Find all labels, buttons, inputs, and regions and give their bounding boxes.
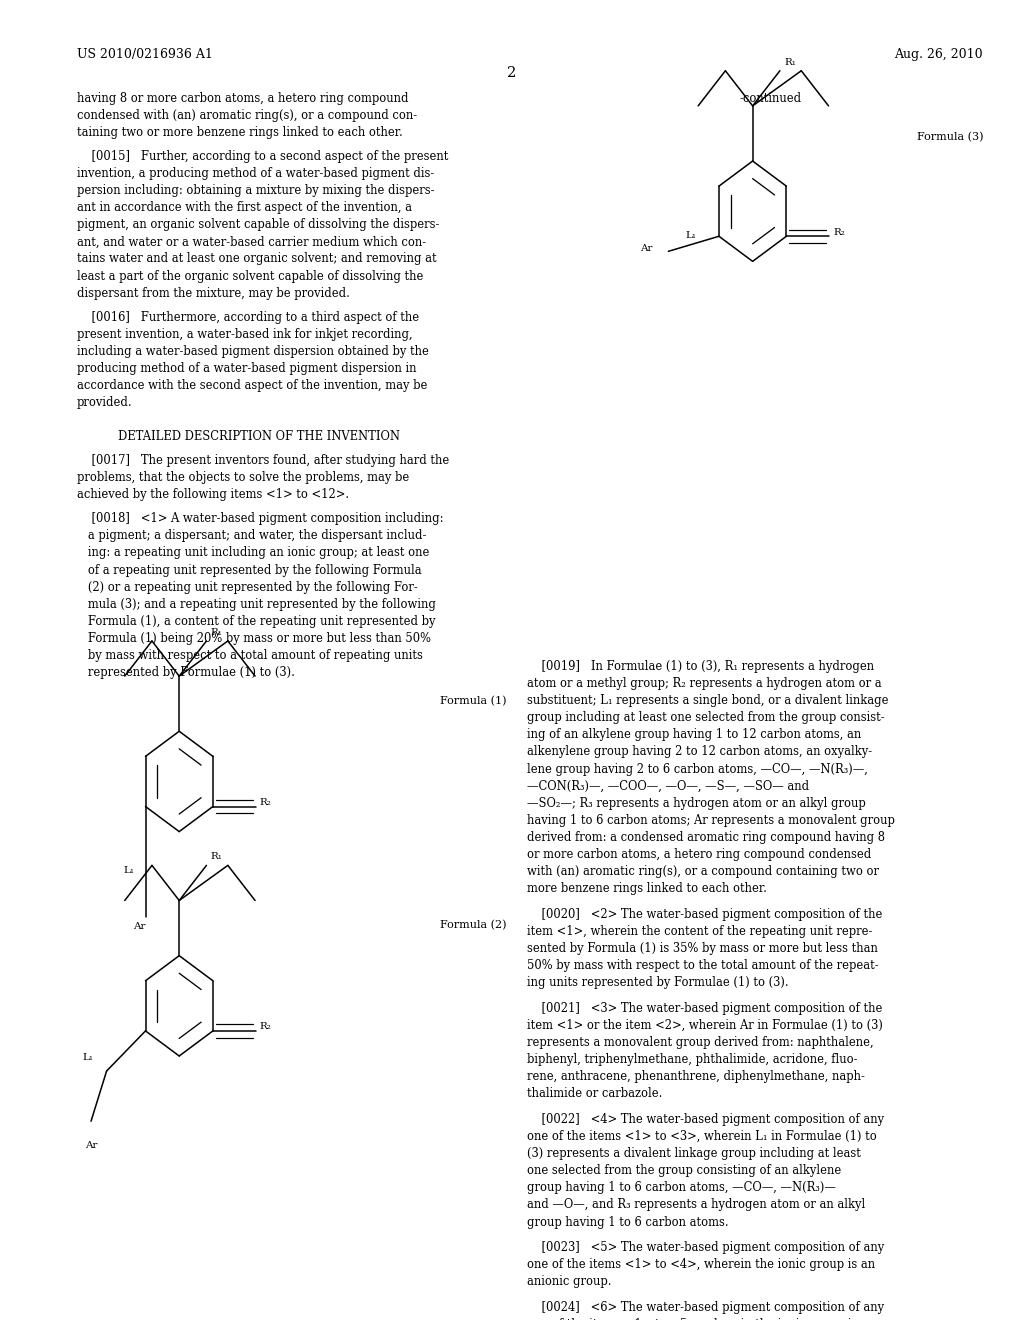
Text: R₂: R₂ <box>834 228 845 236</box>
Text: ing of an alkylene group having 1 to 12 carbon atoms, an: ing of an alkylene group having 1 to 12 … <box>527 729 861 742</box>
Text: [0018]   <1> A water-based pigment composition including:: [0018] <1> A water-based pigment composi… <box>77 512 443 525</box>
Text: Ar: Ar <box>133 923 145 931</box>
Text: by mass with respect to a total amount of repeating units: by mass with respect to a total amount o… <box>77 649 423 663</box>
Text: group having 1 to 6 carbon atoms.: group having 1 to 6 carbon atoms. <box>527 1216 729 1229</box>
Text: Formula (1), a content of the repeating unit represented by: Formula (1), a content of the repeating … <box>77 615 435 628</box>
Text: Ar: Ar <box>640 244 652 253</box>
Text: having 8 or more carbon atoms, a hetero ring compound: having 8 or more carbon atoms, a hetero … <box>77 92 409 104</box>
Text: Formula (3): Formula (3) <box>916 132 983 143</box>
Text: alkenylene group having 2 to 12 carbon atoms, an oxyalky-: alkenylene group having 2 to 12 carbon a… <box>527 746 872 759</box>
Text: ant, and water or a water-based carrier medium which con-: ant, and water or a water-based carrier … <box>77 235 426 248</box>
Text: (3) represents a divalent linkage group including at least: (3) represents a divalent linkage group … <box>527 1147 861 1160</box>
Text: R₂: R₂ <box>260 1023 271 1031</box>
Text: Formula (1) being 20% by mass or more but less than 50%: Formula (1) being 20% by mass or more bu… <box>77 632 431 645</box>
Text: least a part of the organic solvent capable of dissolving the: least a part of the organic solvent capa… <box>77 269 423 282</box>
Text: one of the items <1> to <5>, wherein the ionic group is a: one of the items <1> to <5>, wherein the… <box>527 1319 868 1320</box>
Text: accordance with the second aspect of the invention, may be: accordance with the second aspect of the… <box>77 379 427 392</box>
Text: persion including: obtaining a mixture by mixing the dispers-: persion including: obtaining a mixture b… <box>77 183 434 197</box>
Text: 50% by mass with respect to the total amount of the repeat-: 50% by mass with respect to the total am… <box>527 960 879 972</box>
Text: R₁: R₁ <box>211 853 222 862</box>
Text: [0024]   <6> The water-based pigment composition of any: [0024] <6> The water-based pigment compo… <box>527 1302 885 1313</box>
Text: [0015]   Further, according to a second aspect of the present: [0015] Further, according to a second as… <box>77 150 449 162</box>
Text: having 1 to 6 carbon atoms; Ar represents a monovalent group: having 1 to 6 carbon atoms; Ar represent… <box>527 814 895 826</box>
Text: [0020]   <2> The water-based pigment composition of the: [0020] <2> The water-based pigment compo… <box>527 908 883 921</box>
Text: Aug. 26, 2010: Aug. 26, 2010 <box>894 49 983 61</box>
Text: present invention, a water-based ink for inkjet recording,: present invention, a water-based ink for… <box>77 327 413 341</box>
Text: and —O—, and R₃ represents a hydrogen atom or an alkyl: and —O—, and R₃ represents a hydrogen at… <box>527 1199 865 1212</box>
Text: taining two or more benzene rings linked to each other.: taining two or more benzene rings linked… <box>77 125 402 139</box>
Text: represents a monovalent group derived from: naphthalene,: represents a monovalent group derived fr… <box>527 1036 874 1049</box>
Text: atom or a methyl group; R₂ represents a hydrogen atom or a: atom or a methyl group; R₂ represents a … <box>527 677 882 690</box>
Text: (2) or a repeating unit represented by the following For-: (2) or a repeating unit represented by t… <box>77 581 418 594</box>
Text: producing method of a water-based pigment dispersion in: producing method of a water-based pigmen… <box>77 362 417 375</box>
Text: one selected from the group consisting of an alkylene: one selected from the group consisting o… <box>527 1164 842 1177</box>
Text: L₁: L₁ <box>686 231 697 240</box>
Text: Ar: Ar <box>85 1140 97 1150</box>
Text: provided.: provided. <box>77 396 132 409</box>
Text: —CON(R₃)—, —COO—, —O—, —S—, —SO— and: —CON(R₃)—, —COO—, —O—, —S—, —SO— and <box>527 780 810 792</box>
Text: DETAILED DESCRIPTION OF THE INVENTION: DETAILED DESCRIPTION OF THE INVENTION <box>118 430 399 444</box>
Text: US 2010/0216936 A1: US 2010/0216936 A1 <box>77 49 213 61</box>
Text: —SO₂—; R₃ represents a hydrogen atom or an alkyl group: —SO₂—; R₃ represents a hydrogen atom or … <box>527 797 866 809</box>
Text: of a repeating unit represented by the following Formula: of a repeating unit represented by the f… <box>77 564 422 577</box>
Text: [0021]   <3> The water-based pigment composition of the: [0021] <3> The water-based pigment compo… <box>527 1002 883 1015</box>
Text: including a water-based pigment dispersion obtained by the: including a water-based pigment dispersi… <box>77 345 429 358</box>
Text: anionic group.: anionic group. <box>527 1275 612 1288</box>
Text: biphenyl, triphenylmethane, phthalimide, acridone, fluo-: biphenyl, triphenylmethane, phthalimide,… <box>527 1053 858 1067</box>
Text: more benzene rings linked to each other.: more benzene rings linked to each other. <box>527 882 767 895</box>
Text: lene group having 2 to 6 carbon atoms, —CO—, —N(R₃)—,: lene group having 2 to 6 carbon atoms, —… <box>527 763 868 776</box>
Text: sented by Formula (1) is 35% by mass or more but less than: sented by Formula (1) is 35% by mass or … <box>527 942 879 956</box>
Text: R₁: R₁ <box>784 58 796 67</box>
Text: 2: 2 <box>507 66 517 81</box>
Text: item <1>, wherein the content of the repeating unit repre-: item <1>, wherein the content of the rep… <box>527 925 872 939</box>
Text: rene, anthracene, phenanthrene, diphenylmethane, naph-: rene, anthracene, phenanthrene, diphenyl… <box>527 1071 865 1084</box>
Text: one of the items <1> to <3>, wherein L₁ in Formulae (1) to: one of the items <1> to <3>, wherein L₁ … <box>527 1130 878 1143</box>
Text: tains water and at least one organic solvent; and removing at: tains water and at least one organic sol… <box>77 252 436 265</box>
Text: [0023]   <5> The water-based pigment composition of any: [0023] <5> The water-based pigment compo… <box>527 1241 885 1254</box>
Text: pigment, an organic solvent capable of dissolving the dispers-: pigment, an organic solvent capable of d… <box>77 218 439 231</box>
Text: achieved by the following items <1> to <12>.: achieved by the following items <1> to <… <box>77 488 349 502</box>
Text: -continued: -continued <box>739 92 802 104</box>
Text: R₁: R₁ <box>211 628 222 638</box>
Text: with (an) aromatic ring(s), or a compound containing two or: with (an) aromatic ring(s), or a compoun… <box>527 865 880 878</box>
Text: R₂: R₂ <box>260 799 271 807</box>
Text: condensed with (an) aromatic ring(s), or a compound con-: condensed with (an) aromatic ring(s), or… <box>77 108 417 121</box>
Text: invention, a producing method of a water-based pigment dis-: invention, a producing method of a water… <box>77 166 434 180</box>
Text: [0016]   Furthermore, according to a third aspect of the: [0016] Furthermore, according to a third… <box>77 310 419 323</box>
Text: ing units represented by Formulae (1) to (3).: ing units represented by Formulae (1) to… <box>527 977 788 989</box>
Text: thalimide or carbazole.: thalimide or carbazole. <box>527 1088 663 1101</box>
Text: L₁: L₁ <box>82 1053 93 1063</box>
Text: substituent; L₁ represents a single bond, or a divalent linkage: substituent; L₁ represents a single bond… <box>527 694 889 708</box>
Text: or more carbon atoms, a hetero ring compound condensed: or more carbon atoms, a hetero ring comp… <box>527 847 871 861</box>
Text: group including at least one selected from the group consist-: group including at least one selected fr… <box>527 711 885 725</box>
Text: problems, that the objects to solve the problems, may be: problems, that the objects to solve the … <box>77 471 409 484</box>
Text: represented by Formulae (1) to (3).: represented by Formulae (1) to (3). <box>77 667 295 678</box>
Text: group having 1 to 6 carbon atoms, —CO—, —N(R₃)—: group having 1 to 6 carbon atoms, —CO—, … <box>527 1181 837 1195</box>
Text: ant in accordance with the first aspect of the invention, a: ant in accordance with the first aspect … <box>77 201 412 214</box>
Text: L₁: L₁ <box>123 866 134 875</box>
Text: item <1> or the item <2>, wherein Ar in Formulae (1) to (3): item <1> or the item <2>, wherein Ar in … <box>527 1019 884 1032</box>
Text: dispersant from the mixture, may be provided.: dispersant from the mixture, may be prov… <box>77 286 349 300</box>
Text: [0017]   The present inventors found, after studying hard the: [0017] The present inventors found, afte… <box>77 454 450 467</box>
Text: derived from: a condensed aromatic ring compound having 8: derived from: a condensed aromatic ring … <box>527 832 886 843</box>
Text: Formula (2): Formula (2) <box>440 920 507 931</box>
Text: mula (3); and a repeating unit represented by the following: mula (3); and a repeating unit represent… <box>77 598 435 611</box>
Text: a pigment; a dispersant; and water, the dispersant includ-: a pigment; a dispersant; and water, the … <box>77 529 426 543</box>
Text: ing: a repeating unit including an ionic group; at least one: ing: a repeating unit including an ionic… <box>77 546 429 560</box>
Text: Formula (1): Formula (1) <box>440 696 507 706</box>
Text: [0022]   <4> The water-based pigment composition of any: [0022] <4> The water-based pigment compo… <box>527 1113 885 1126</box>
Text: one of the items <1> to <4>, wherein the ionic group is an: one of the items <1> to <4>, wherein the… <box>527 1258 876 1271</box>
Text: [0019]   In Formulae (1) to (3), R₁ represents a hydrogen: [0019] In Formulae (1) to (3), R₁ repres… <box>527 660 874 673</box>
